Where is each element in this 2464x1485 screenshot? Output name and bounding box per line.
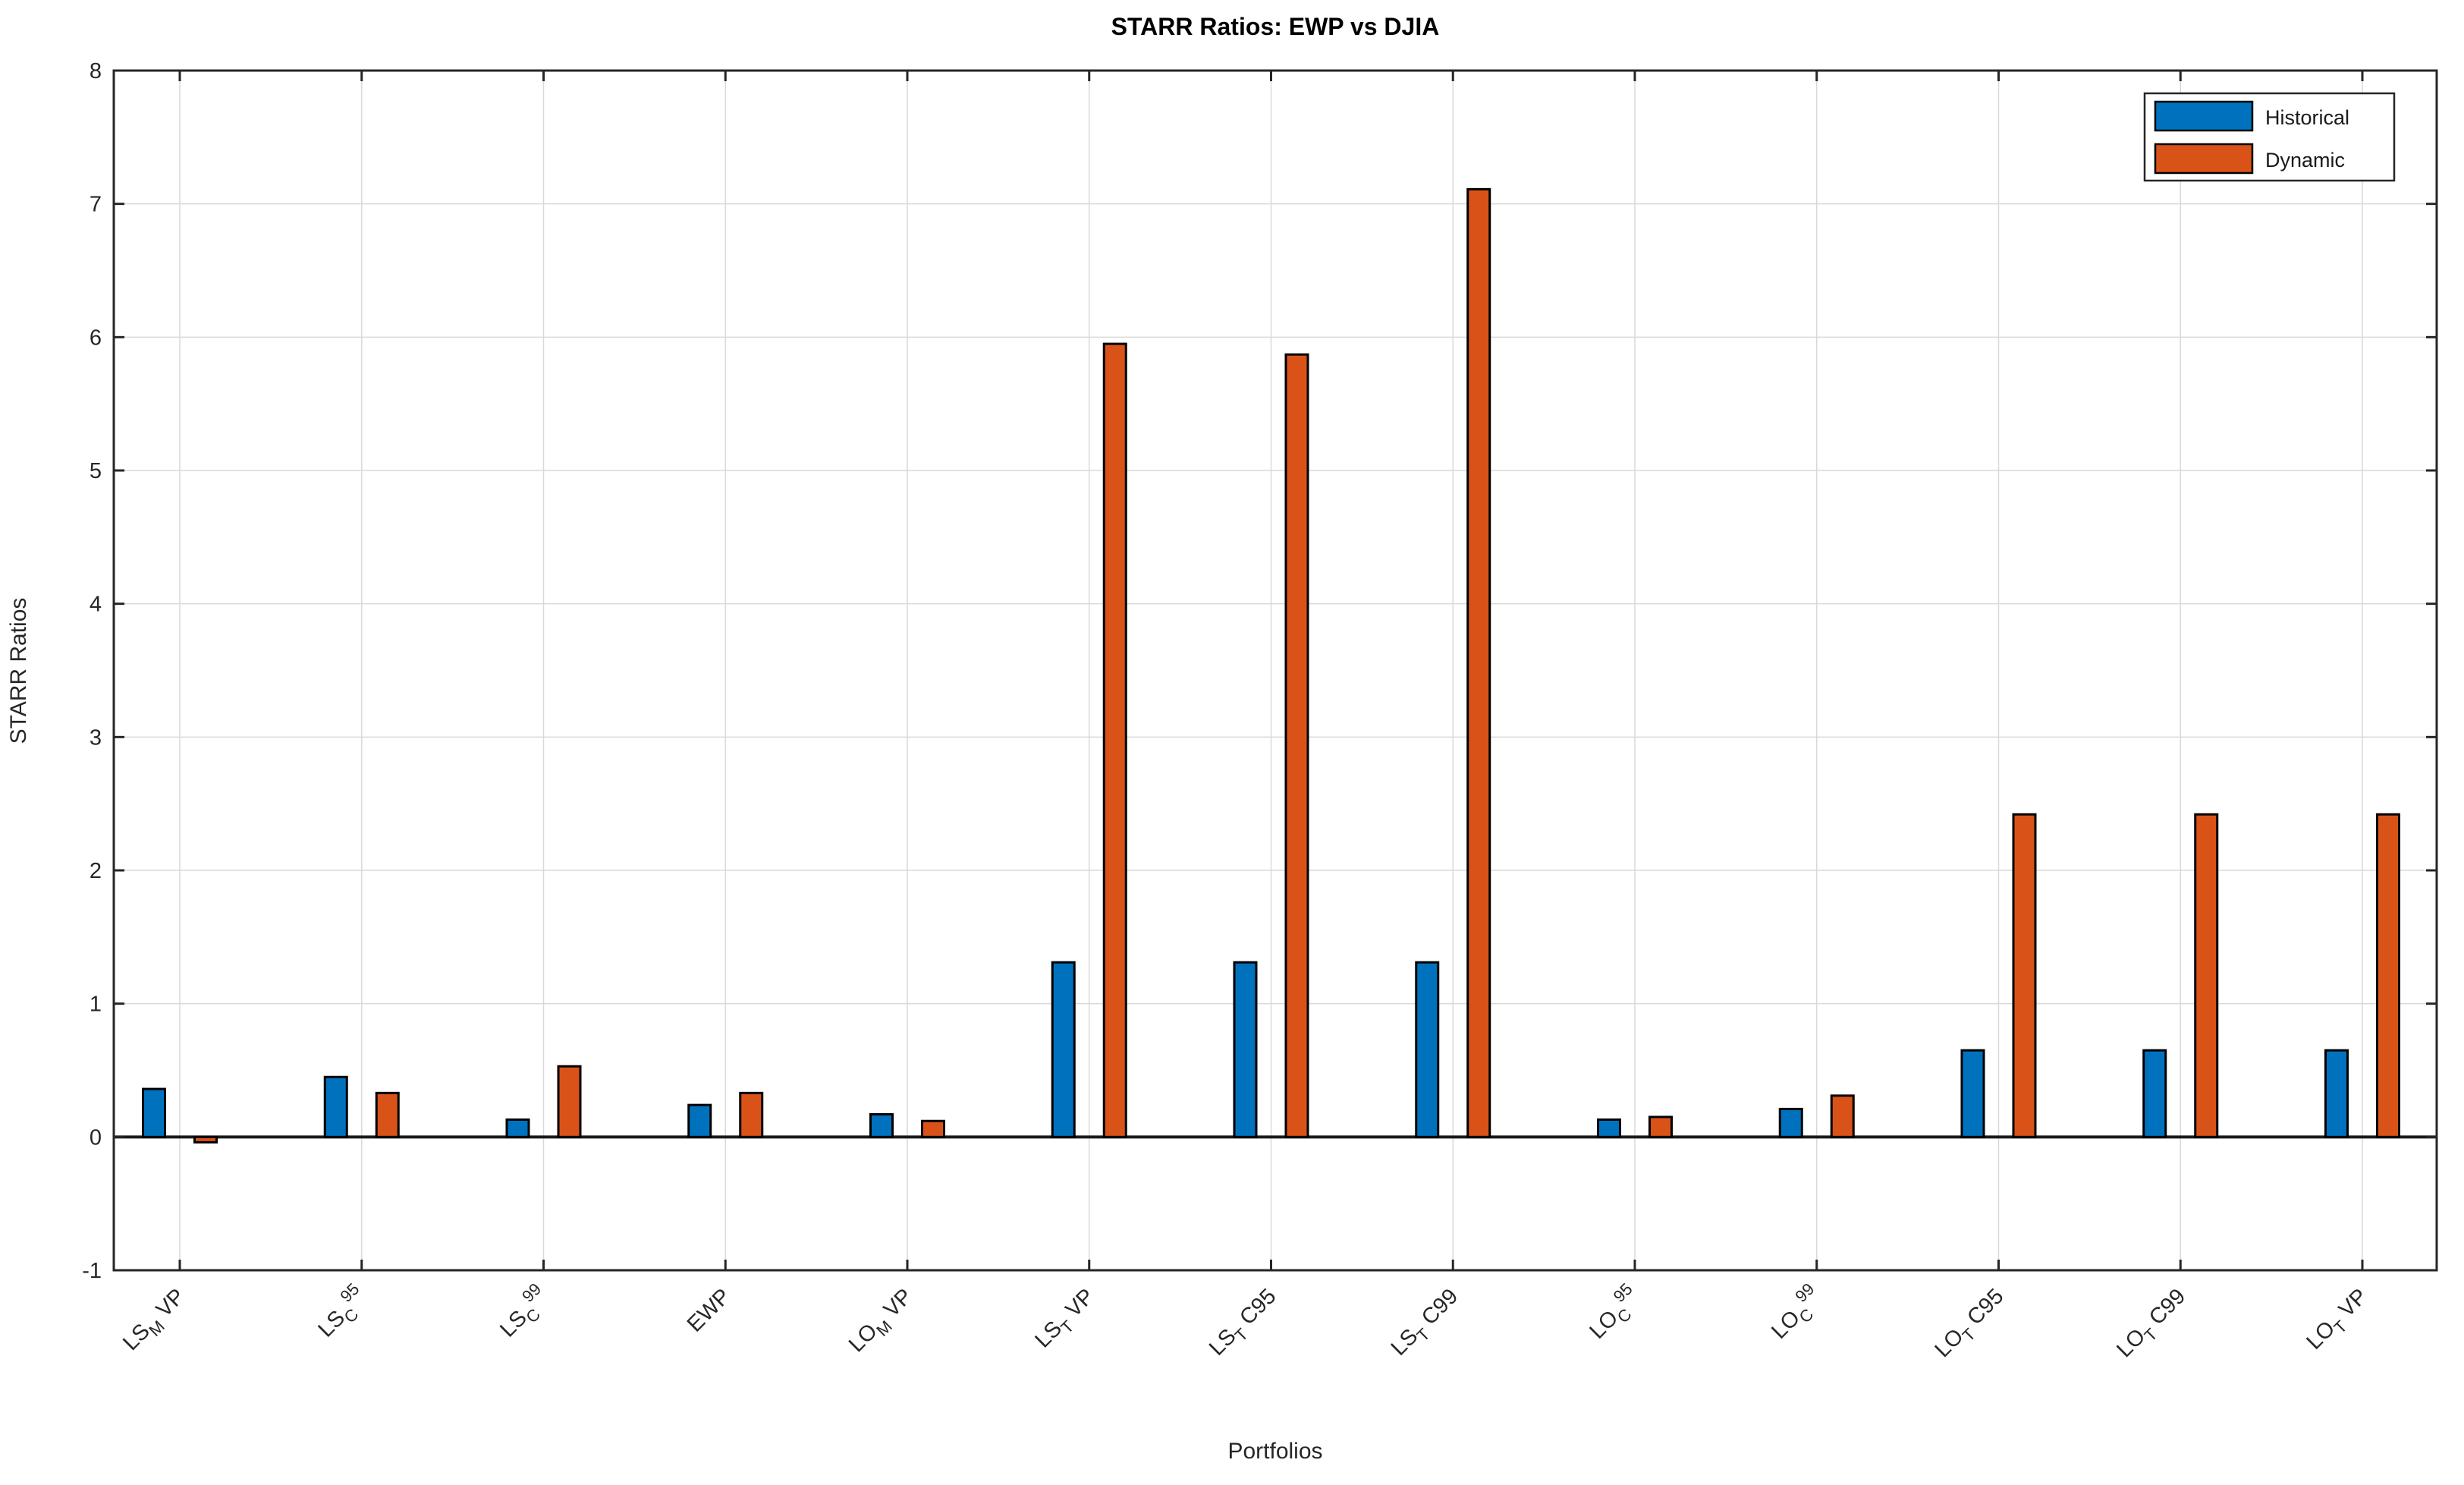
bar-dynamic xyxy=(2194,813,2219,1138)
x-tick-label: LOT C95 xyxy=(1931,1284,2013,1366)
chart-title: STARR Ratios: EWP vs DJIA xyxy=(1111,13,1440,40)
bar-historical xyxy=(1051,961,1076,1138)
legend-label-dynamic: Dynamic xyxy=(2265,149,2345,171)
bar-historical xyxy=(2142,1049,2167,1138)
legend-label-historical: Historical xyxy=(2265,106,2349,129)
bar-dynamic xyxy=(193,1135,218,1144)
legend: Historical Dynamic xyxy=(2143,92,2396,182)
x-tick-label: LSM VP xyxy=(118,1284,193,1359)
x-tick-label: LST C99 xyxy=(1387,1284,1467,1364)
bar-dynamic xyxy=(1830,1094,1855,1138)
legend-swatch-dynamic xyxy=(2154,143,2254,175)
y-axis-label: STARR Ratios xyxy=(6,598,31,744)
bar-dynamic xyxy=(921,1119,945,1138)
legend-swatch-historical xyxy=(2154,100,2254,132)
y-tick-label: -1 xyxy=(82,1259,102,1283)
x-tick-label: LOC99 xyxy=(1762,1279,1831,1348)
bar-layer xyxy=(142,187,2400,1144)
x-tick-label: LSC95 xyxy=(309,1279,376,1346)
bar-dynamic xyxy=(1284,353,1309,1138)
bar-dynamic xyxy=(739,1091,764,1138)
bar-historical xyxy=(142,1087,166,1138)
y-tick-label: 0 xyxy=(90,1125,102,1150)
bar-dynamic xyxy=(1466,187,1491,1138)
bar-dynamic xyxy=(2012,813,2037,1138)
x-axis-label: Portfolios xyxy=(1227,1439,1322,1464)
x-tick-label: LOT C99 xyxy=(2112,1284,2194,1366)
bar-historical xyxy=(1415,961,1440,1138)
bar-historical xyxy=(1960,1049,1985,1138)
y-tick-label: 1 xyxy=(90,993,102,1017)
x-tick-label: LOC95 xyxy=(1580,1279,1648,1348)
axis-box xyxy=(112,69,2438,1272)
grid-layer xyxy=(114,70,2437,1271)
bar-dynamic xyxy=(1648,1115,1673,1138)
bar-historical xyxy=(505,1118,530,1138)
bar-historical xyxy=(1597,1118,1621,1138)
bar-dynamic xyxy=(1102,342,1127,1138)
y-tick-label: 5 xyxy=(90,459,102,483)
bar-historical xyxy=(1778,1107,1803,1138)
tick-label-layer: -1 0 1 2 3 4 5 6 7 8 LSM VP LSC95 LSC99 EWP LOM VP LST … xyxy=(82,59,2376,1366)
x-tick-label: LSC99 xyxy=(491,1279,558,1346)
x-tick-label: LST VP xyxy=(1030,1284,1102,1356)
y-tick-label: 7 xyxy=(90,193,102,217)
bar-historical xyxy=(1233,961,1258,1138)
y-tick-label: 4 xyxy=(90,593,102,617)
y-tick-label: 8 xyxy=(90,59,102,83)
bar-historical xyxy=(2324,1049,2349,1138)
y-tick-label: 2 xyxy=(90,859,102,883)
y-tick-label: 6 xyxy=(90,326,102,350)
bar-historical xyxy=(323,1075,348,1138)
x-tick-label: LST C95 xyxy=(1205,1284,1285,1364)
x-tick-label: LOT VP xyxy=(2302,1284,2376,1358)
x-tick-label: LOM VP xyxy=(844,1284,921,1361)
bar-dynamic xyxy=(375,1091,400,1138)
axis-layer xyxy=(112,69,2438,1272)
bar-dynamic xyxy=(2376,813,2400,1138)
y-tick-label: 3 xyxy=(90,725,102,750)
x-tick-label: EWP xyxy=(683,1284,735,1336)
bar-historical xyxy=(687,1103,712,1138)
bar-historical xyxy=(869,1112,894,1138)
bar-dynamic xyxy=(557,1065,582,1138)
